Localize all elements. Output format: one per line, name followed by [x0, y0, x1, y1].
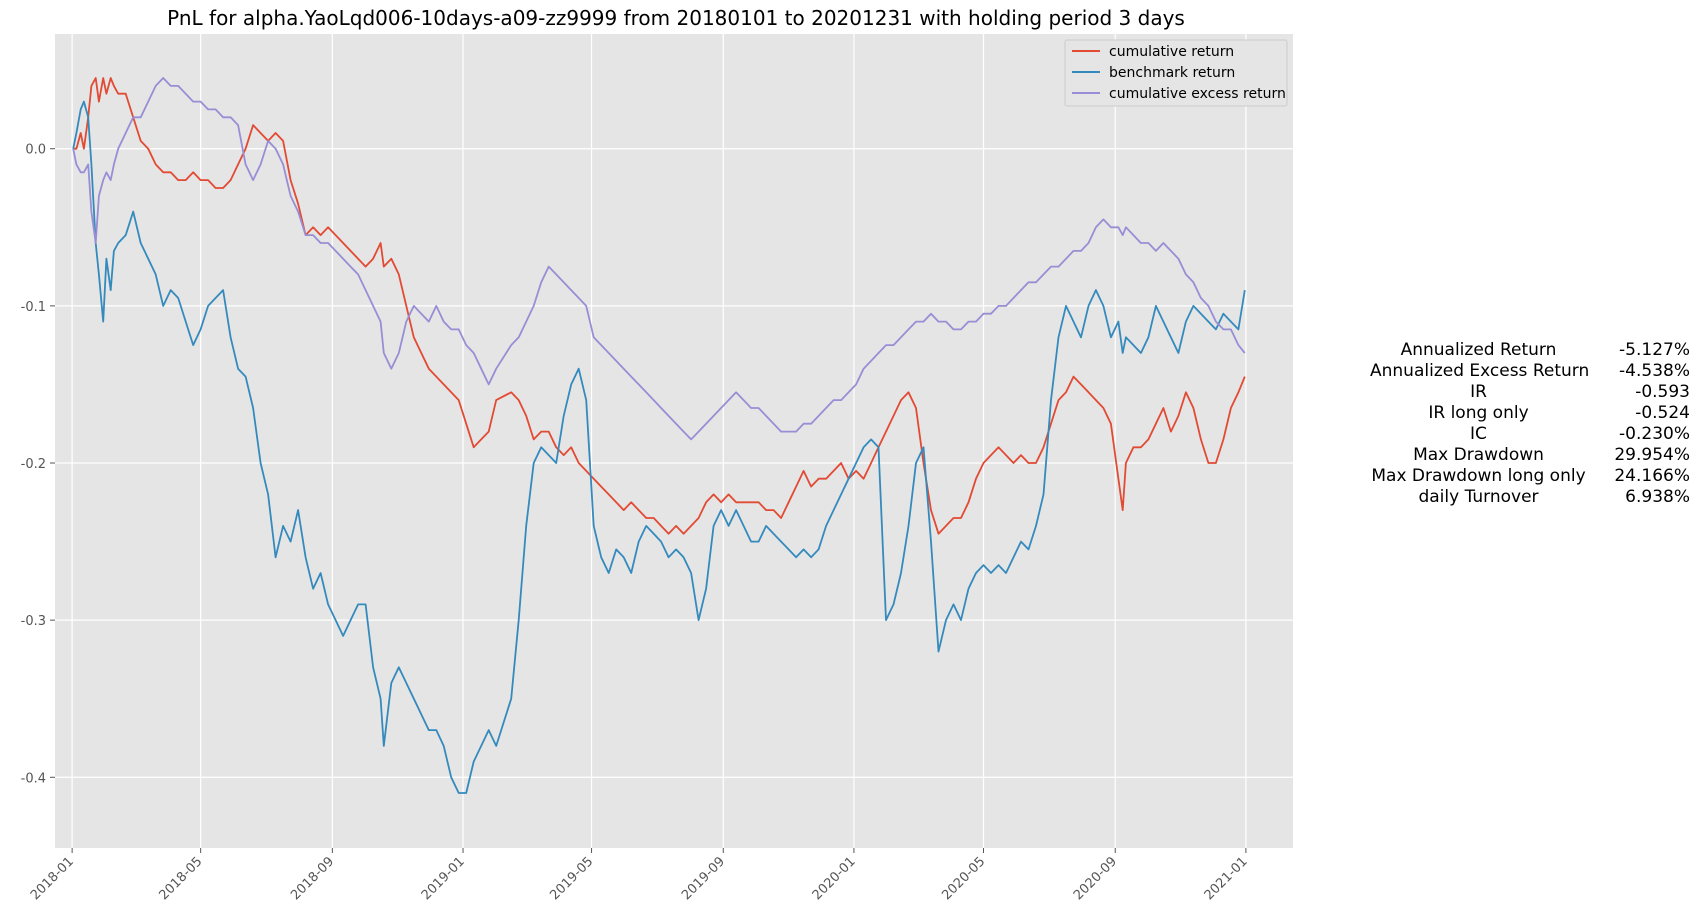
series-line-benchmark-return: [72, 100, 1246, 794]
stats-row-ir: IR -0.593: [1370, 382, 1690, 403]
stats-label: IR long only: [1428, 403, 1529, 423]
chart-title: PnL for alpha.YaoLqd006-10days-a09-zz999…: [167, 6, 1185, 30]
stats-value: 6.938%: [1625, 487, 1690, 507]
y-axis-ticks: 0.0 -0.1 -0.2 -0.3 -0.4: [21, 143, 55, 786]
series-line-cumulative-excess-return: [72, 77, 1246, 441]
stats-value: -4.538%: [1619, 361, 1690, 381]
stats-value: -0.593: [1635, 382, 1690, 402]
x-tick-label: 2020-09: [1071, 854, 1120, 903]
x-tick-label: 2018-01: [28, 854, 77, 903]
y-tick-label: -0.3: [21, 614, 46, 629]
performance-stats-table: Annualized Return -5.127% Annualized Exc…: [1370, 340, 1690, 508]
stats-label: Max Drawdown: [1413, 445, 1544, 465]
x-tick-label: 2018-05: [156, 854, 205, 903]
x-tick-label: 2019-05: [547, 854, 596, 903]
y-tick-label: 0.0: [25, 143, 46, 158]
grid-lines: [55, 34, 1293, 848]
legend: cumulative return benchmark return cumul…: [1064, 39, 1288, 107]
x-tick-label: 2020-05: [939, 854, 988, 903]
stats-label: Annualized Return: [1400, 340, 1557, 360]
stats-label: IR: [1470, 382, 1487, 402]
x-tick-label: 2019-01: [419, 854, 468, 903]
stats-label: IC: [1470, 424, 1487, 444]
series-line-cumulative-return: [73, 77, 1246, 535]
stats-value: -5.127%: [1619, 340, 1690, 360]
stats-row-daily-turnover: daily Turnover 6.938%: [1370, 487, 1690, 508]
series-lines: [72, 77, 1246, 794]
stats-value: -0.524: [1635, 403, 1690, 423]
stats-row-ir-long-only: IR long only -0.524: [1370, 403, 1690, 424]
x-tick-label: 2019-09: [679, 854, 728, 903]
x-tick-label: 2020-01: [810, 854, 859, 903]
plot-area: [55, 34, 1293, 848]
stats-row-ic: IC -0.230%: [1370, 424, 1690, 445]
stats-label: daily Turnover: [1418, 487, 1539, 507]
stats-value: 24.166%: [1614, 466, 1690, 486]
legend-box: [1064, 39, 1288, 107]
stats-row-max-drawdown-long-only: Max Drawdown long only 24.166%: [1370, 466, 1690, 487]
x-tick-label: 2018-09: [288, 854, 337, 903]
stats-row-annualized-excess-return: Annualized Excess Return -4.538%: [1370, 361, 1690, 382]
x-axis-ticks: 2018-01 2018-05 2018-09 2019-01 2019-05 2019-…: [28, 848, 1251, 903]
stats-row-max-drawdown: Max Drawdown 29.954%: [1370, 445, 1690, 466]
y-tick-label: -0.2: [21, 457, 46, 472]
y-tick-label: -0.4: [21, 771, 46, 786]
legend-label-cumulative-excess-return: cumulative excess return: [1109, 86, 1286, 102]
stats-value: -0.230%: [1619, 424, 1690, 444]
stats-label: Annualized Excess Return: [1370, 361, 1590, 381]
stats-label: Max Drawdown long only: [1371, 466, 1586, 486]
stats-value: 29.954%: [1614, 445, 1690, 465]
y-tick-label: -0.1: [21, 300, 46, 315]
legend-label-cumulative-return: cumulative return: [1109, 44, 1234, 60]
stats-row-annualized-return: Annualized Return -5.127%: [1370, 340, 1690, 361]
x-tick-label: 2021-01: [1202, 854, 1251, 903]
legend-label-benchmark-return: benchmark return: [1109, 65, 1235, 81]
